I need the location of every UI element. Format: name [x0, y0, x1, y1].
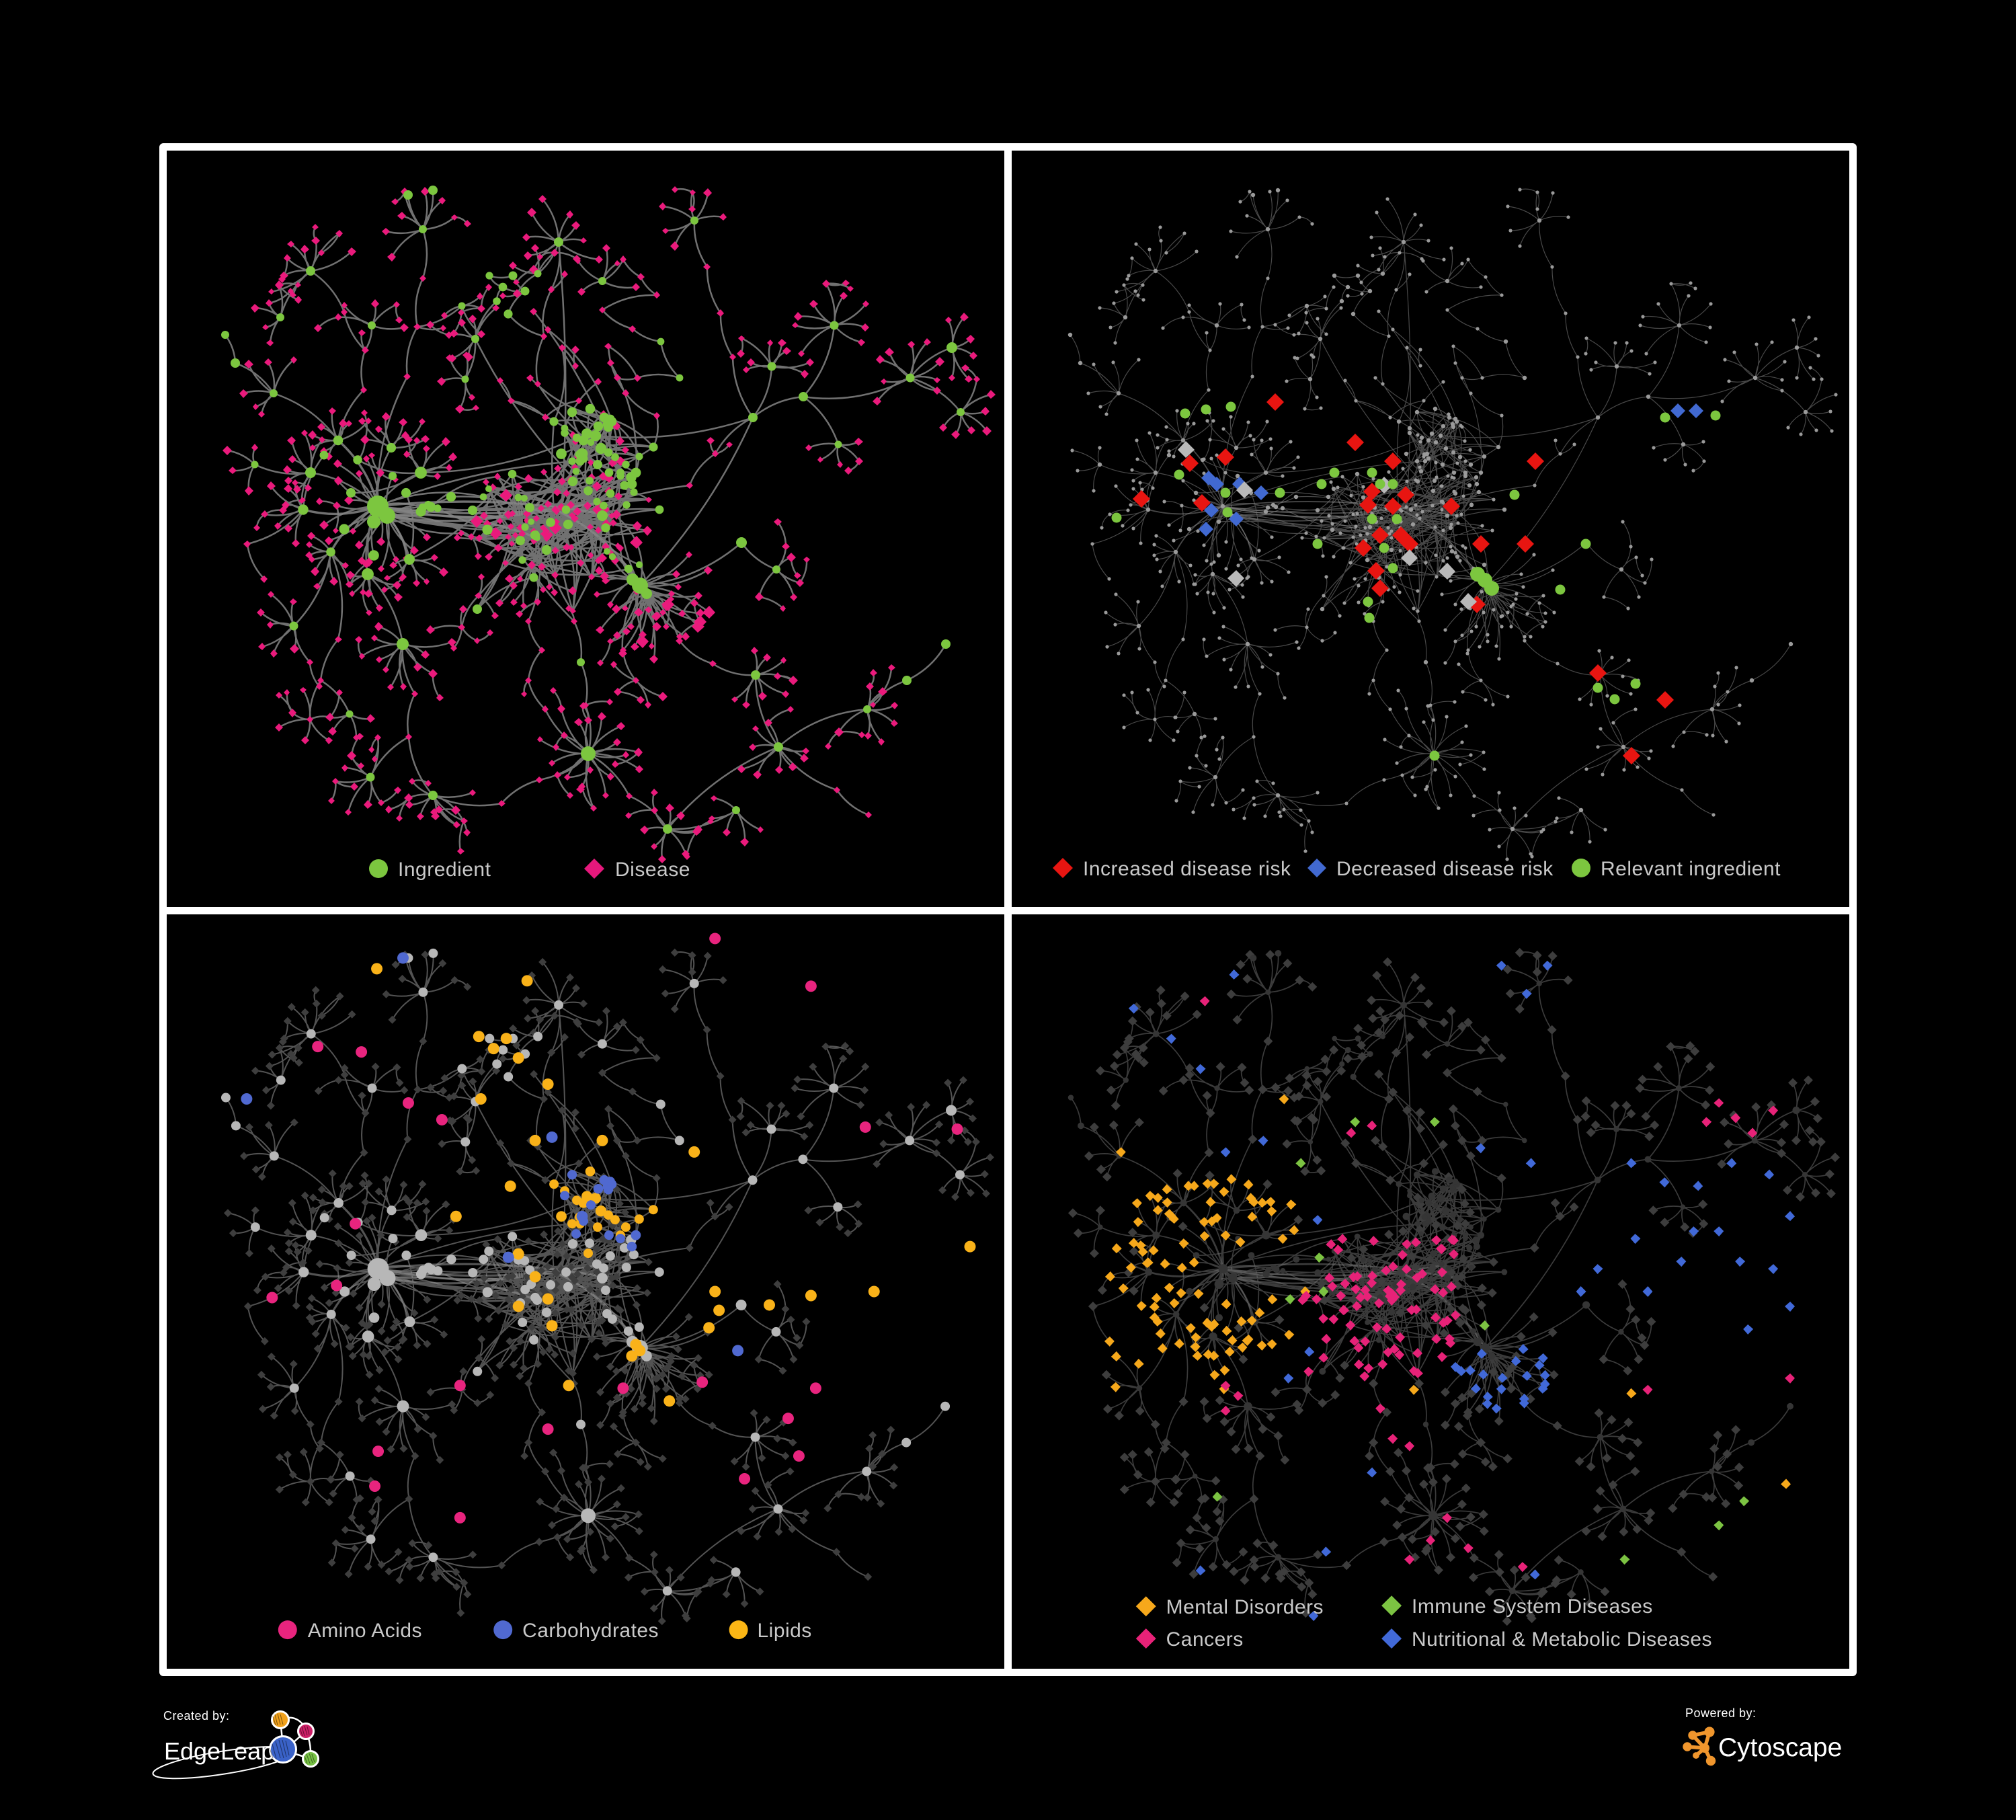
svg-text:Amino Acids: Amino Acids: [308, 1620, 422, 1642]
svg-text:Disease: Disease: [615, 859, 690, 881]
svg-text:Cancers: Cancers: [1166, 1628, 1244, 1651]
svg-text:Cytoscape: Cytoscape: [1718, 1733, 1842, 1762]
svg-text:Mental Disorders: Mental Disorders: [1166, 1596, 1324, 1618]
svg-text:Ingredient: Ingredient: [398, 859, 491, 881]
svg-text:Carbohydrates: Carbohydrates: [522, 1620, 659, 1642]
svg-text:Nutritional & Metabolic Diseas: Nutritional & Metabolic Diseases: [1412, 1628, 1712, 1651]
svg-text:Immune System Diseases: Immune System Diseases: [1412, 1595, 1653, 1618]
svg-text:Decreased disease risk: Decreased disease risk: [1336, 858, 1554, 880]
svg-text:EdgeLeap: EdgeLeap: [164, 1737, 274, 1765]
svg-text:Lipids: Lipids: [758, 1620, 812, 1642]
svg-text:Relevant ingredient: Relevant ingredient: [1601, 858, 1781, 880]
svg-text:Increased disease risk: Increased disease risk: [1083, 858, 1291, 880]
